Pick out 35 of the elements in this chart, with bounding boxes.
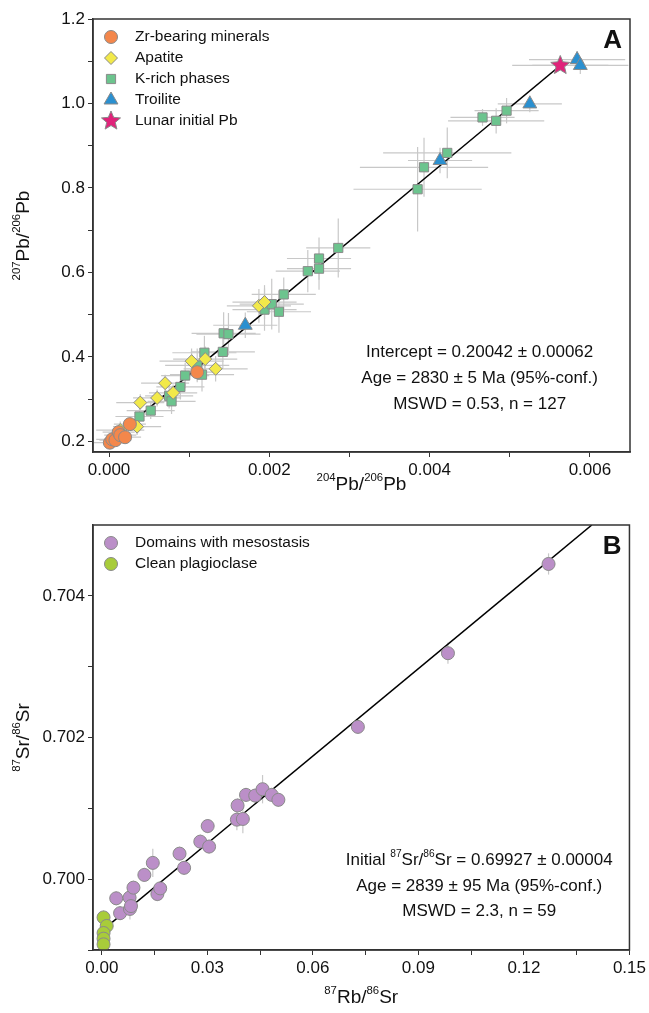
annotation: MSWD = 0.53, n = 127 bbox=[393, 394, 567, 414]
x-tick-label: 0.15 bbox=[612, 957, 646, 977]
y-tick-label: 0.2 bbox=[61, 431, 85, 451]
x-tick-label: 0.004 bbox=[408, 459, 451, 479]
y-tick-label: 1.2 bbox=[61, 8, 85, 28]
annotation: MSWD = 2.3, n = 59 bbox=[402, 901, 557, 921]
y-axis-title: 207Pb/206Pb bbox=[9, 190, 34, 281]
y-tick-label: 0.702 bbox=[42, 727, 85, 747]
legend-label: Apatite bbox=[135, 48, 184, 66]
annotation: B bbox=[602, 530, 622, 561]
legend-label: Zr-bearing minerals bbox=[135, 27, 270, 45]
y-tick-label: 0.700 bbox=[42, 868, 85, 888]
x-tick-label: 0.03 bbox=[190, 957, 224, 977]
y-tick-label: 0.4 bbox=[61, 346, 85, 366]
y-axis-title: 87Sr/86Sr bbox=[9, 702, 34, 772]
x-tick-label: 0.06 bbox=[296, 957, 330, 977]
annotation: A bbox=[603, 24, 623, 55]
x-tick-label: 0.006 bbox=[568, 459, 612, 479]
y-tick-label: 0.8 bbox=[61, 177, 85, 197]
x-tick-label: 0.09 bbox=[401, 957, 435, 977]
legend-label: Clean plagioclase bbox=[135, 554, 258, 572]
legend-label: Domains with mesostasis bbox=[135, 533, 311, 551]
x-tick-label: 0.002 bbox=[248, 459, 291, 479]
legend-label: K-rich phases bbox=[135, 69, 231, 87]
y-tick-label: 1.0 bbox=[61, 93, 85, 113]
legend-label: Lunar initial Pb bbox=[135, 111, 238, 129]
annotation: Intercept = 0.20042 ± 0.00062 bbox=[366, 342, 594, 362]
x-tick-label: 0.12 bbox=[507, 957, 541, 977]
legend-label: Troilite bbox=[135, 90, 181, 108]
x-tick-label: 0.000 bbox=[87, 459, 131, 479]
annotation: Age = 2830 ± 5 Ma (95%-conf.) bbox=[361, 368, 598, 388]
annotation: Age = 2839 ± 95 Ma (95%-conf.) bbox=[356, 875, 603, 895]
y-tick-label: 0.6 bbox=[61, 262, 85, 282]
y-tick-label: 0.704 bbox=[42, 585, 85, 605]
x-tick-label: 0.00 bbox=[85, 957, 119, 977]
